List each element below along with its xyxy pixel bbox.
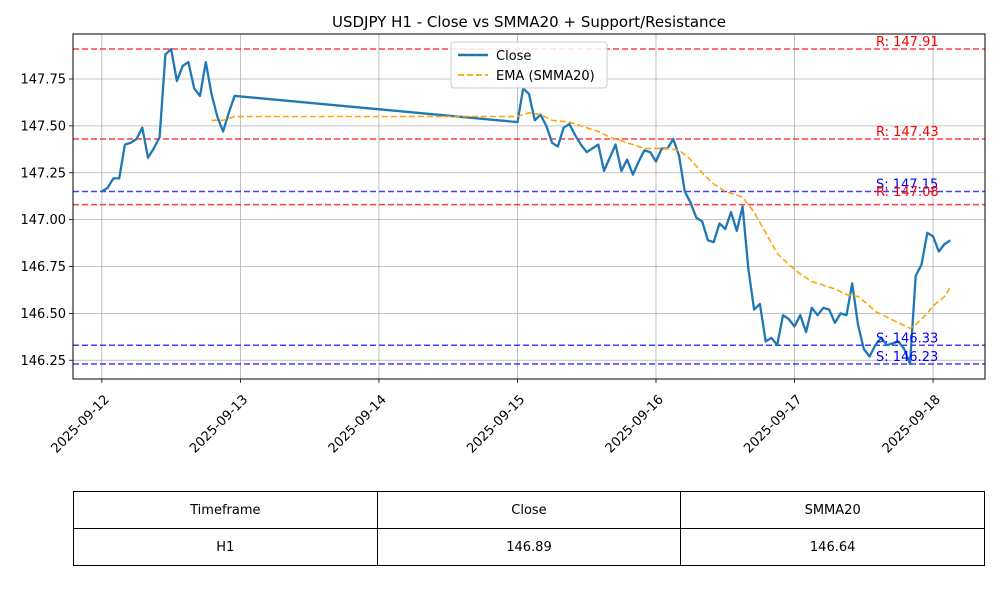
- y-tick-label: 146.25: [21, 354, 67, 369]
- x-tick-label: 2025-09-15: [464, 392, 528, 456]
- y-tick-label: 146.50: [21, 307, 67, 322]
- legend-label-close: Close: [496, 49, 531, 64]
- legend: Close EMA (SMMA20): [450, 41, 608, 89]
- support-label: S: 146.33: [876, 331, 938, 346]
- ema-series-line: [211, 112, 952, 330]
- resistance-label: R: 147.43: [876, 125, 939, 140]
- x-tick-label: 2025-09-18: [880, 392, 944, 456]
- support-resistance-labels: R: 147.91 R: 147.43 S: 147.15 S: 146.33 S: 1…: [876, 35, 939, 365]
- support-resistance-lines: [73, 48, 985, 365]
- x-tick-label: 2025-09-16: [603, 392, 667, 456]
- y-tick-label: 147.25: [21, 166, 67, 181]
- y-tick-label: 147.50: [21, 119, 67, 134]
- support-label: S: 146.23: [876, 350, 938, 365]
- resistance-label: R: 147.08: [876, 185, 939, 200]
- legend-frame: [450, 41, 608, 89]
- x-tick-label: 2025-09-12: [49, 392, 113, 456]
- y-tick-label: 147.00: [21, 213, 67, 228]
- y-tick-label: 147.75: [21, 73, 67, 88]
- y-tick-label: 146.75: [21, 260, 67, 275]
- table-row: H1 146.89 146.64: [73, 528, 985, 566]
- summary-table: Timeframe Close SMMA20 H1 146.89 146.64: [73, 491, 985, 566]
- x-tick-label: 2025-09-13: [187, 392, 251, 456]
- support-label: S: 147.15: [876, 178, 938, 193]
- table-header-cell: SMMA20: [680, 491, 985, 529]
- x-tick-label: 2025-09-17: [741, 392, 805, 456]
- chart-title: USDJPY H1 - Close vs SMMA20 + Support/Re…: [332, 13, 726, 31]
- table-header-cell: Timeframe: [73, 491, 378, 529]
- table-cell: H1: [73, 528, 378, 566]
- table-header-cell: Close: [376, 491, 682, 529]
- table-cell: 146.89: [376, 528, 682, 566]
- table-cell: 146.64: [680, 528, 985, 566]
- resistance-label: R: 147.91: [876, 35, 939, 50]
- x-tick-label: 2025-09-14: [326, 392, 390, 456]
- plot-area-frame: [72, 33, 986, 380]
- plot-series: [101, 47, 952, 366]
- chart: USDJPY H1 - Close vs SMMA20 + Support/Re…: [21, 13, 986, 456]
- close-series-line: [101, 47, 952, 366]
- table-header-row: Timeframe Close SMMA20: [73, 491, 985, 529]
- legend-label-ema: EMA (SMMA20): [496, 69, 595, 84]
